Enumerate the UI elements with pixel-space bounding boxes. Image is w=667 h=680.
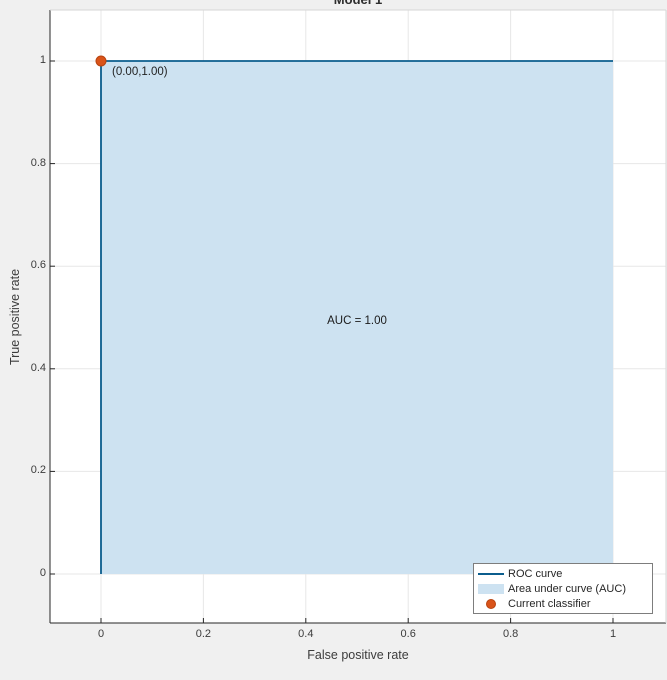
y-tick-label: 1 xyxy=(39,54,46,66)
x-tick-label: 1 xyxy=(609,628,617,640)
x-axis-label: False positive rate xyxy=(307,648,409,662)
legend-label-current-classifier: Current classifier xyxy=(508,597,591,610)
x-tick-label: 0.8 xyxy=(502,628,519,640)
x-tick-label: 0 xyxy=(97,628,105,640)
y-tick-label: 0.4 xyxy=(30,361,46,374)
roc-curve-line-swatch xyxy=(474,572,508,575)
auc-value-label: AUC = 1.00 xyxy=(327,315,387,327)
y-tick-label: 0.6 xyxy=(30,259,46,272)
legend-label-auc-area: Area under curve (AUC) xyxy=(508,582,626,595)
legend-row-auc-area: Area under curve (AUC) xyxy=(474,581,652,596)
chart-title-text: Model 1 xyxy=(50,0,666,8)
legend-row-roc-curve: ROC curve xyxy=(474,566,652,581)
x-tick-label: 0.4 xyxy=(298,628,314,640)
legend-label-roc-curve: ROC curve xyxy=(508,567,563,580)
y-axis-label: True positive rate xyxy=(8,268,22,366)
y-tick-label: 0.2 xyxy=(30,464,46,477)
current-classifier-marker-icon xyxy=(474,598,508,609)
classifier-coordinates-label: (0.00,1.00) xyxy=(112,66,168,78)
legend-row-current-classifier: Current classifier xyxy=(474,596,652,611)
x-tick-label: 0.2 xyxy=(195,628,212,640)
auc-area-patch-swatch xyxy=(474,583,508,594)
chart-title: Model 1 xyxy=(0,0,667,10)
y-tick-label: 0.8 xyxy=(30,156,46,169)
legend: ROC curve Area under curve (AUC) Current… xyxy=(473,563,653,614)
y-tick-label: 0 xyxy=(39,567,46,579)
x-tick-label: 0.6 xyxy=(400,628,416,640)
